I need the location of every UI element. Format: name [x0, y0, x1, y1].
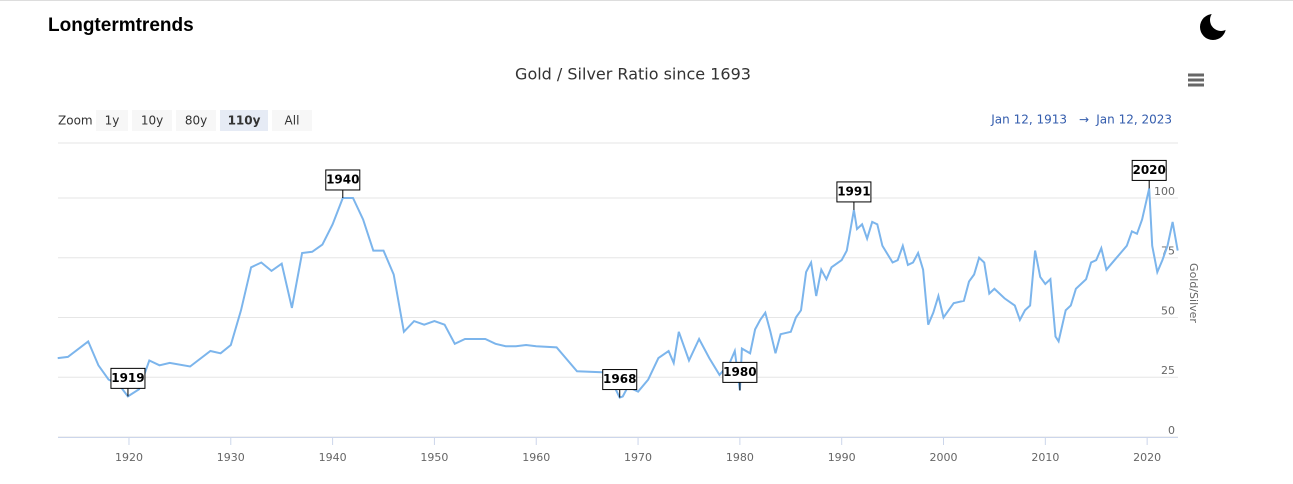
annotation-box	[325, 169, 361, 191]
x-tick-label: 1940	[319, 451, 347, 464]
date-range-to[interactable]: Jan 12, 2023	[1095, 113, 1172, 127]
zoom-button[interactable]	[176, 110, 216, 131]
x-tick-label: 1930	[217, 451, 245, 464]
y-axis-title: Gold/Silver	[1187, 263, 1200, 323]
annotation-label: 1919	[111, 371, 144, 385]
zoom-button[interactable]	[272, 110, 312, 131]
annotation-box	[110, 367, 146, 389]
y-tick-label: 0	[1168, 424, 1175, 437]
annotation-box	[836, 181, 872, 203]
date-range-arrow: →	[1079, 113, 1089, 127]
annotation-box	[1131, 159, 1167, 181]
annotation-label: 1980	[723, 365, 756, 379]
brand[interactable]: Longtermtrends	[48, 15, 194, 36]
data-line	[57, 188, 1179, 399]
x-tick-label: 1920	[115, 451, 143, 464]
zoom-button-label[interactable]: All	[285, 114, 300, 128]
y-tick-label: 100	[1154, 185, 1175, 198]
zoom-button[interactable]	[132, 110, 172, 131]
annotation-label: 1991	[837, 184, 870, 198]
x-tick-label: 1990	[828, 451, 856, 464]
date-range-from[interactable]: Jan 12, 1913	[990, 113, 1067, 127]
zoom-button[interactable]	[220, 110, 268, 131]
annotation-label: 1940	[326, 172, 359, 186]
annotation-box	[602, 369, 638, 391]
zoom-button-label[interactable]: 1y	[105, 114, 120, 128]
y-tick-label: 50	[1161, 304, 1175, 317]
annotation-label: 1968	[603, 372, 636, 386]
x-tick-label: 1970	[624, 451, 652, 464]
zoom-button[interactable]	[96, 110, 128, 131]
x-tick-label: 2000	[930, 451, 958, 464]
x-tick-label: 2010	[1031, 451, 1059, 464]
menu-button[interactable]	[1188, 73, 1204, 87]
dark-mode-toggle[interactable]	[1200, 9, 1232, 40]
zoom-button-label[interactable]: 80y	[185, 114, 207, 128]
chart-title: Gold / Silver Ratio since 1693	[515, 65, 751, 84]
y-tick-label: 25	[1161, 364, 1175, 377]
zoom-button-label[interactable]: 110y	[228, 114, 261, 128]
zoom-label: Zoom	[58, 114, 93, 128]
annotation-label: 2020	[1132, 163, 1165, 177]
annotation-box	[722, 361, 758, 383]
x-tick-label: 2020	[1133, 451, 1161, 464]
x-tick-label: 1950	[420, 451, 448, 464]
zoom-button-label[interactable]: 10y	[141, 114, 163, 128]
x-tick-label: 1960	[522, 451, 550, 464]
x-tick-label: 1980	[726, 451, 754, 464]
